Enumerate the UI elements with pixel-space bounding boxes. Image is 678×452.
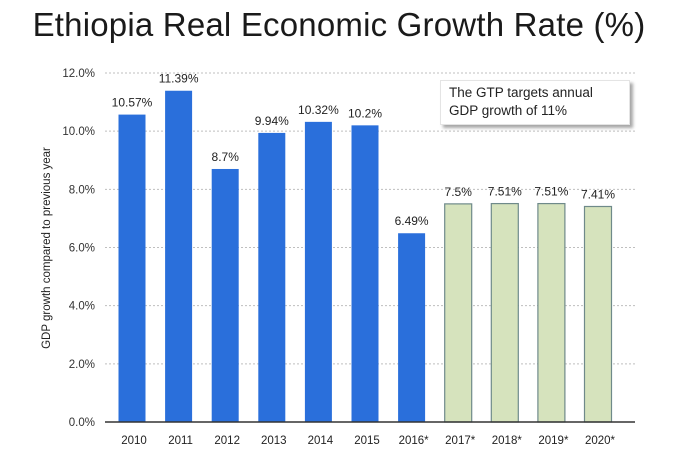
y-tick-label: 0.0% bbox=[69, 417, 95, 429]
x-tick-label: 2015 bbox=[354, 435, 380, 447]
x-tick-label: 2016* bbox=[399, 435, 430, 447]
data-label: 9.94% bbox=[255, 114, 289, 128]
data-label: 7.41% bbox=[581, 187, 615, 201]
x-tick-label: 2010 bbox=[121, 435, 147, 447]
x-tick-label: 2017* bbox=[445, 435, 476, 447]
data-label: 10.2% bbox=[348, 106, 382, 120]
y-tick-label: 4.0% bbox=[69, 301, 95, 313]
bar-2011 bbox=[165, 90, 193, 422]
bar-2013 bbox=[258, 132, 286, 422]
y-tick-label: 12.0% bbox=[62, 68, 95, 80]
bar-2010 bbox=[118, 114, 146, 422]
bar-2020-forecast bbox=[583, 205, 613, 423]
y-tick-label: 6.0% bbox=[69, 243, 95, 255]
data-label: 7.51% bbox=[488, 185, 522, 199]
data-label: 10.57% bbox=[112, 96, 153, 110]
data-label: 11.39% bbox=[159, 72, 199, 86]
data-labels: 10.57% 11.39% 8.7% 9.94% 10.32% 10.2% 6.49% 7.5… bbox=[112, 72, 616, 229]
x-tick-label: 2013 bbox=[261, 435, 287, 447]
y-axis-label: GDP growth compared to previous year bbox=[41, 147, 53, 349]
bar-2019-forecast bbox=[537, 202, 566, 423]
data-label: 7.51% bbox=[534, 185, 568, 199]
x-tick-label: 2018* bbox=[492, 435, 523, 447]
annotation-box: The GTP targets annual GDP growth of 11% bbox=[440, 80, 630, 125]
data-label: 10.32% bbox=[298, 103, 339, 117]
bar-2012 bbox=[211, 168, 239, 422]
data-label: 7.5% bbox=[445, 185, 473, 199]
y-tick-label: 2.0% bbox=[69, 359, 95, 371]
x-axis-ticks: 2010 2011 2012 2013 2014 2015 2016* 2017* 2018* 2… bbox=[121, 435, 615, 447]
bar-2015 bbox=[351, 125, 379, 422]
x-tick-label: 2014 bbox=[308, 435, 334, 447]
y-tick-label: 10.0% bbox=[62, 126, 95, 138]
y-axis-ticks: 0.0% 2.0% 4.0% 6.0% 8.0% 10.0% 12.0% bbox=[62, 68, 95, 429]
bars bbox=[118, 90, 613, 423]
annotation-line-2: GDP growth of 11% bbox=[449, 103, 568, 118]
x-tick-label: 2011 bbox=[168, 435, 193, 447]
bar-2014 bbox=[304, 121, 332, 423]
annotation-line-1: The GTP targets annual bbox=[449, 85, 593, 100]
x-tick-label: 2019* bbox=[538, 435, 569, 447]
data-label: 8.7% bbox=[212, 150, 240, 164]
bar-2018-forecast bbox=[490, 202, 519, 423]
chart-title: Ethiopia Real Economic Growth Rate (%) bbox=[32, 6, 646, 43]
bar-2016-forecast bbox=[398, 233, 426, 422]
data-label: 6.49% bbox=[395, 214, 429, 228]
bar-2017-forecast bbox=[444, 203, 473, 423]
y-tick-label: 8.0% bbox=[69, 184, 95, 196]
x-tick-label: 2012 bbox=[214, 435, 240, 447]
x-tick-label: 2020* bbox=[585, 435, 616, 447]
